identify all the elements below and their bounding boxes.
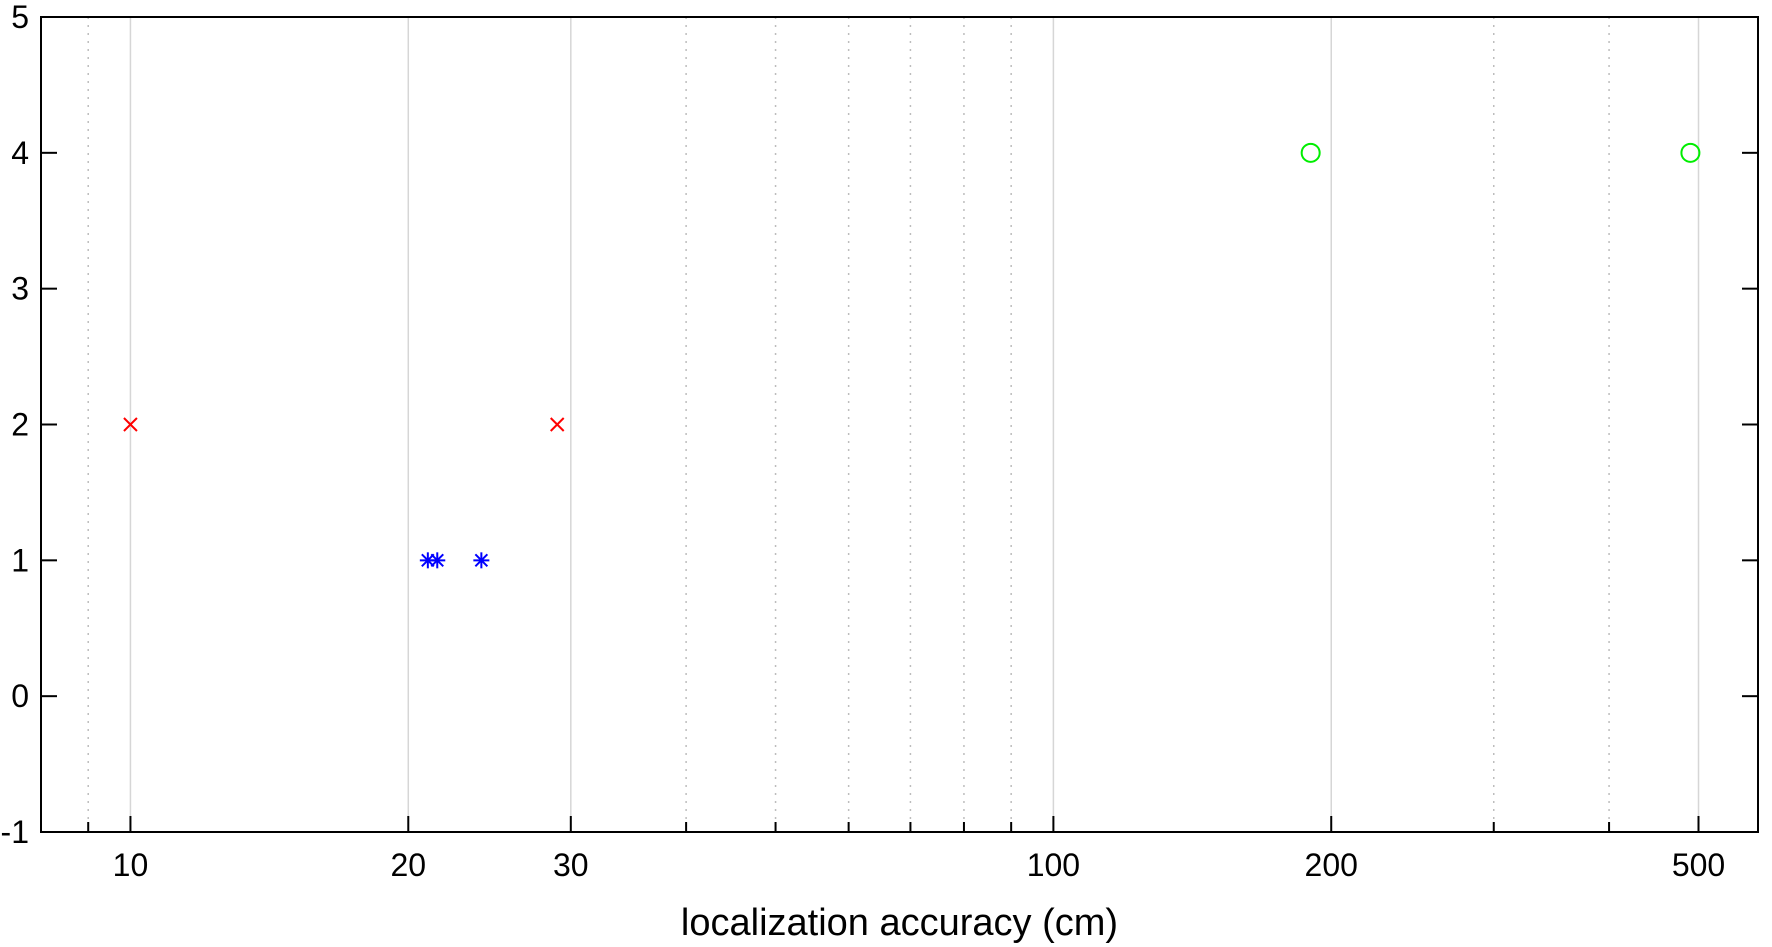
y-tick-label: 2 [11, 407, 29, 443]
asterisk-stroke [421, 553, 435, 568]
data-point-asterisk-marker [473, 552, 490, 569]
grid [87, 17, 1700, 832]
plot-frame [40, 16, 1759, 833]
x-marker-stroke [550, 417, 565, 432]
data-point-x-marker [123, 417, 138, 432]
x-tick-label: 30 [553, 847, 589, 883]
data-point-asterisk-marker [429, 552, 446, 569]
x-tick-label: 10 [113, 847, 149, 883]
y-tick-label: 3 [11, 271, 29, 307]
asterisk-stroke [430, 553, 444, 568]
x-tick-label: 100 [1027, 847, 1080, 883]
y-tick-label: 4 [11, 135, 29, 171]
x-axis-label: localization accuracy (cm) [681, 902, 1118, 944]
x-tick-label: 200 [1305, 847, 1358, 883]
data-point-x-marker [550, 417, 565, 432]
data-point-asterisk-marker [419, 552, 436, 569]
x-tick-label: 500 [1672, 847, 1725, 883]
axis-ticks: 10 20 30 100 200 500 -1 0 1 2 3 4 5 [1, 0, 1758, 883]
asterisk-stroke [474, 553, 489, 568]
y-tick-label: 0 [11, 678, 29, 714]
data-point-circle-marker [1300, 142, 1321, 163]
x-tick-label: 20 [390, 847, 426, 883]
y-tick-label: -1 [1, 814, 29, 850]
data-point-circle-marker [1680, 142, 1701, 163]
data-points [123, 142, 1701, 569]
y-tick-label: 1 [11, 542, 29, 578]
y-tick-label: 5 [11, 0, 29, 35]
x-marker-stroke [123, 417, 138, 432]
